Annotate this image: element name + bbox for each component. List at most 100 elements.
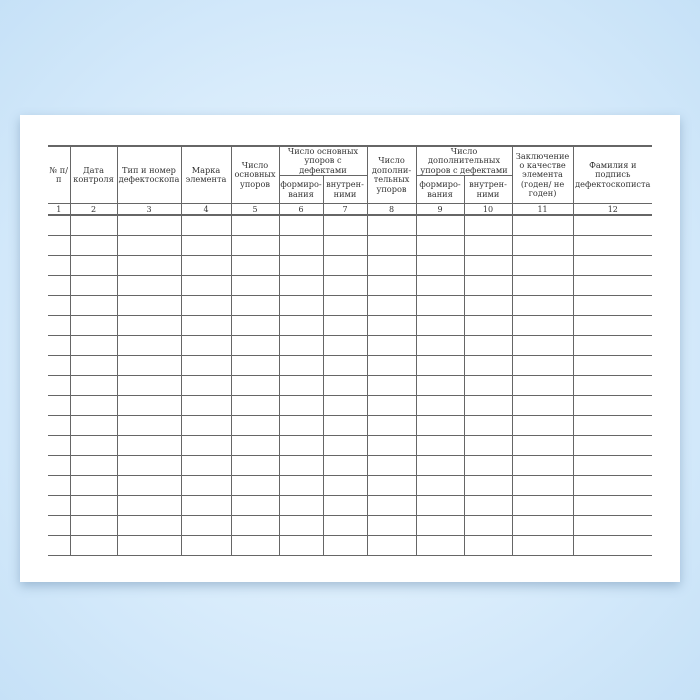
table-cell[interactable]: [116, 515, 182, 537]
table-cell[interactable]: [48, 295, 71, 317]
table-cell[interactable]: [180, 335, 232, 357]
table-cell[interactable]: [415, 375, 465, 397]
table-cell[interactable]: [366, 235, 417, 257]
table-cell[interactable]: [511, 415, 574, 437]
table-cell[interactable]: [572, 515, 653, 537]
table-cell[interactable]: [116, 295, 182, 317]
table-cell[interactable]: [278, 495, 324, 517]
table-cell[interactable]: [278, 515, 324, 537]
table-cell[interactable]: [463, 515, 513, 537]
table-cell[interactable]: [415, 495, 465, 517]
table-cell[interactable]: [322, 455, 368, 477]
table-cell[interactable]: [511, 395, 574, 417]
table-cell[interactable]: [415, 475, 465, 497]
table-cell[interactable]: [572, 475, 653, 497]
table-cell[interactable]: [230, 255, 280, 277]
table-cell[interactable]: [180, 315, 232, 337]
table-cell[interactable]: [511, 355, 574, 377]
table-cell[interactable]: [230, 435, 280, 457]
table-cell[interactable]: [180, 495, 232, 517]
table-cell[interactable]: [180, 415, 232, 437]
table-cell[interactable]: [48, 395, 71, 417]
table-cell[interactable]: [572, 535, 653, 557]
table-cell[interactable]: [322, 535, 368, 557]
table-cell[interactable]: [322, 495, 368, 517]
table-cell[interactable]: [278, 235, 324, 257]
table-cell[interactable]: [48, 415, 71, 437]
table-cell[interactable]: [322, 235, 368, 257]
table-cell[interactable]: [48, 235, 71, 257]
table-cell[interactable]: [572, 214, 653, 237]
table-cell[interactable]: [48, 475, 71, 497]
table-cell[interactable]: [572, 335, 653, 357]
table-cell[interactable]: [322, 415, 368, 437]
table-cell[interactable]: [572, 395, 653, 417]
table-cell[interactable]: [511, 315, 574, 337]
table-cell[interactable]: [322, 515, 368, 537]
table-cell[interactable]: [48, 255, 71, 277]
table-cell[interactable]: [415, 395, 465, 417]
table-cell[interactable]: [463, 214, 513, 237]
table-cell[interactable]: [415, 295, 465, 317]
table-cell[interactable]: [278, 255, 324, 277]
table-cell[interactable]: [230, 395, 280, 417]
table-cell[interactable]: [69, 275, 118, 297]
table-cell[interactable]: [511, 275, 574, 297]
table-cell[interactable]: [278, 355, 324, 377]
table-cell[interactable]: [278, 475, 324, 497]
table-cell[interactable]: [322, 435, 368, 457]
table-cell[interactable]: [511, 455, 574, 477]
table-cell[interactable]: [511, 295, 574, 317]
table-cell[interactable]: [322, 295, 368, 317]
table-cell[interactable]: [322, 255, 368, 277]
table-cell[interactable]: [322, 315, 368, 337]
table-cell[interactable]: [180, 395, 232, 417]
table-cell[interactable]: [463, 475, 513, 497]
table-cell[interactable]: [116, 475, 182, 497]
table-cell[interactable]: [116, 275, 182, 297]
table-cell[interactable]: [278, 415, 324, 437]
table-cell[interactable]: [116, 214, 182, 237]
table-cell[interactable]: [69, 235, 118, 257]
table-cell[interactable]: [511, 335, 574, 357]
table-cell[interactable]: [69, 455, 118, 477]
table-cell[interactable]: [572, 415, 653, 437]
table-cell[interactable]: [366, 295, 417, 317]
table-cell[interactable]: [366, 395, 417, 417]
table-cell[interactable]: [415, 335, 465, 357]
table-cell[interactable]: [230, 295, 280, 317]
table-cell[interactable]: [180, 355, 232, 377]
table-cell[interactable]: [69, 335, 118, 357]
table-cell[interactable]: [366, 335, 417, 357]
table-cell[interactable]: [48, 275, 71, 297]
table-cell[interactable]: [278, 435, 324, 457]
table-cell[interactable]: [463, 495, 513, 517]
table-cell[interactable]: [463, 395, 513, 417]
table-cell[interactable]: [511, 495, 574, 517]
table-cell[interactable]: [69, 515, 118, 537]
table-cell[interactable]: [116, 495, 182, 517]
table-cell[interactable]: [278, 455, 324, 477]
table-cell[interactable]: [180, 515, 232, 537]
table-cell[interactable]: [230, 214, 280, 237]
table-cell[interactable]: [366, 275, 417, 297]
table-cell[interactable]: [278, 275, 324, 297]
table-cell[interactable]: [69, 435, 118, 457]
table-cell[interactable]: [463, 435, 513, 457]
table-cell[interactable]: [180, 455, 232, 477]
table-cell[interactable]: [463, 315, 513, 337]
table-cell[interactable]: [322, 355, 368, 377]
table-cell[interactable]: [322, 275, 368, 297]
table-cell[interactable]: [572, 375, 653, 397]
table-cell[interactable]: [511, 515, 574, 537]
table-cell[interactable]: [230, 495, 280, 517]
table-cell[interactable]: [415, 515, 465, 537]
table-cell[interactable]: [415, 315, 465, 337]
table-cell[interactable]: [180, 475, 232, 497]
table-cell[interactable]: [415, 214, 465, 237]
table-cell[interactable]: [69, 214, 118, 237]
table-cell[interactable]: [116, 535, 182, 557]
table-cell[interactable]: [230, 355, 280, 377]
table-cell[interactable]: [230, 235, 280, 257]
table-cell[interactable]: [366, 455, 417, 477]
